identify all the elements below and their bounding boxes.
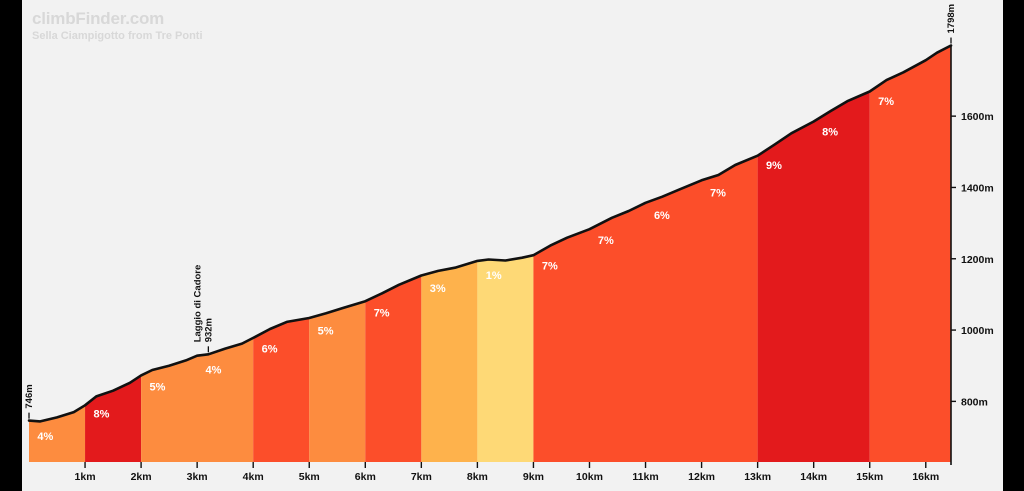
x-tick-label: 2km [131,471,152,483]
point-annotation-label: 932m [203,318,214,342]
x-tick-label: 11km [632,471,658,483]
gradient-segment-1 [29,45,86,462]
gradient-label: 4% [206,365,222,377]
elevation-profile-chart: 800m 1000m 1200m 1400m 1600m 1km 2km 3km 4km 5km 6… [24,4,994,483]
climb-subtitle: Sella Ciampigotto from Tre Ponti [32,30,203,42]
x-tick-label: 12km [688,471,715,483]
gradient-label: 8% [93,409,109,421]
gradient-segment-8 [477,45,534,462]
x-tick-label: 7km [411,471,432,483]
x-tick-label: 6km [355,471,376,483]
point-annotation-label: 1798m [946,4,957,34]
gradient-label: 7% [374,307,390,319]
gradient-segment-10 [757,45,870,462]
x-tick-label: 10km [576,471,603,483]
gradient-label: 7% [710,188,726,200]
gradient-label: 5% [150,381,166,393]
gradient-segment-4 [253,45,310,462]
gradient-segment-11 [869,45,951,462]
point-annotation-label: Laggio di Cadore [192,265,203,343]
gradient-label: 6% [654,210,670,222]
y-tick-label: 1400m [961,182,994,194]
x-tick-label: 3km [187,471,208,483]
gradient-label: 9% [766,160,782,172]
x-tick-label: 15km [856,471,883,483]
gradient-segment-9 [533,45,758,462]
gradient-label: 8% [822,126,838,138]
x-tick-label: 4km [243,471,264,483]
gradient-segment-7 [421,45,478,462]
gradient-segment-2 [85,45,142,462]
gradient-label: 7% [542,260,558,272]
x-tick-label: 16km [912,471,939,483]
y-tick-label: 1200m [961,254,994,266]
x-tick-label: 13km [744,471,771,483]
elevation-profile-line [27,44,953,423]
y-tick-label: 1600m [961,111,994,123]
gradient-segment-5 [309,45,366,462]
gradient-label: 1% [486,270,502,282]
gradient-label: 4% [37,431,53,443]
gradient-label: 5% [318,326,334,338]
x-tick-label: 14km [800,471,827,483]
x-tick-label: 5km [299,471,320,483]
gradient-label: 6% [262,343,278,355]
gradient-label: 3% [430,283,446,295]
x-tick-label: 8km [467,471,488,483]
point-annotation-label: 746m [24,384,35,408]
y-tick-label: 800m [961,396,988,408]
gradient-segment-6 [365,45,422,462]
gradient-segment-3 [141,45,254,462]
brand-watermark: climbFinder.com [32,9,165,28]
gradient-label: 7% [598,235,614,247]
gradient-label: 7% [878,96,894,108]
x-tick-label: 1km [75,471,96,483]
chart-frame: climbFinder.com Sella Ciampigotto from T… [22,0,1003,491]
y-tick-label: 1000m [961,325,994,337]
x-tick-label: 9km [523,471,544,483]
